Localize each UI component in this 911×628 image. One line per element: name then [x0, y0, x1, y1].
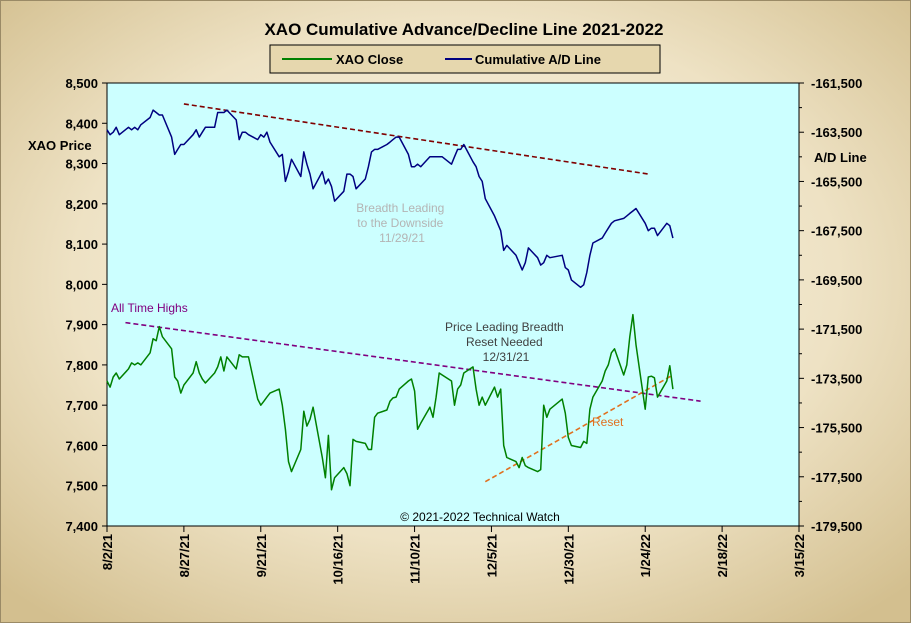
chart-title: XAO Cumulative Advance/Decline Line 2021…: [264, 20, 663, 39]
trendline-xao-resistance: [125, 321, 701, 402]
y-right-tick-label: -177,500: [811, 470, 862, 485]
x-tick-label: 2/18/22: [715, 534, 730, 577]
annotation-breadth-leading: Breadth Leading to the Downside 11/29/21: [356, 201, 447, 245]
x-tick-label: 8/27/21: [177, 534, 192, 577]
x-tick-label: 9/21/21: [254, 534, 269, 577]
y-right-tick-label: -163,500: [811, 125, 862, 140]
annotation-all-time-highs: All Time Highs: [111, 301, 188, 315]
x-tick-label: 1/24/22: [638, 534, 653, 577]
legend-label-xao: XAO Close: [336, 52, 403, 67]
annotation-price-leading: Price Leading Breadth Reset Needed 12/31…: [445, 320, 567, 364]
axis-ticks: 8,500 8,400 8,300 8,200 8,100 8,000 7,900 7,800…: [65, 76, 862, 585]
y-right-tick-label: -165,500: [811, 174, 862, 189]
annotation-price-line-1: Price Leading Breadth: [445, 320, 564, 334]
x-tick-label: 10/16/21: [331, 534, 346, 585]
y-left-tick-label: 7,400: [65, 519, 98, 534]
y-left-tick-label: 8,000: [65, 277, 98, 292]
y-axis-label-left: XAO Price: [28, 138, 92, 153]
plot-area: [106, 82, 800, 527]
annotation-price-line-2: Reset Needed: [466, 335, 543, 349]
y-left-tick-label: 8,200: [65, 197, 98, 212]
y-left-tick-label: 7,500: [65, 479, 98, 494]
y-right-tick-label: -173,500: [811, 371, 862, 386]
annotation-reset: Reset: [592, 415, 624, 429]
series-lines: [106, 109, 674, 491]
legend-label-ad: Cumulative A/D Line: [475, 52, 601, 67]
y-right-tick-label: -161,500: [811, 76, 862, 91]
y-axis-label-right: A/D Line: [814, 150, 867, 165]
y-left-tick-label: 7,600: [65, 438, 98, 453]
y-right-tick-label: -169,500: [811, 273, 862, 288]
y-left-tick-label: 8,300: [65, 157, 98, 172]
y-left-tick-label: 8,100: [65, 237, 98, 252]
x-tick-label: 12/30/21: [561, 534, 576, 585]
x-tick-label: 8/2/21: [100, 534, 115, 570]
copyright-note: © 2021-2022 Technical Watch: [400, 510, 560, 524]
y-left-tick-label: 8,500: [65, 76, 98, 91]
x-tick-label: 12/5/21: [484, 534, 499, 577]
y-right-tick-label: -171,500: [811, 322, 862, 337]
y-right-tick-label: -179,500: [811, 519, 862, 534]
annotation-price-line-3: 12/31/21: [483, 350, 530, 364]
y-right-tick-label: -167,500: [811, 224, 862, 239]
y-left-tick-label: 7,900: [65, 318, 98, 333]
y-left-tick-label: 7,800: [65, 358, 98, 373]
trendline-ad-resistance: [183, 103, 649, 175]
annotation-breadth-line-3: 11/29/21: [379, 231, 425, 245]
legend: XAO Close Cumulative A/D Line: [269, 44, 661, 74]
annotation-breadth-line-1: Breadth Leading: [356, 201, 444, 215]
annotation-breadth-line-2: to the Downside: [357, 216, 443, 230]
series-line-cumulative-a-d-line: [106, 109, 674, 289]
series-line-xao-close: [106, 313, 674, 491]
x-tick-label: 11/10/21: [408, 534, 423, 584]
y-left-tick-label: 8,400: [65, 116, 98, 131]
y-left-tick-label: 7,700: [65, 398, 98, 413]
x-tick-label: 3/15/22: [792, 534, 807, 577]
y-right-tick-label: -175,500: [811, 421, 862, 436]
